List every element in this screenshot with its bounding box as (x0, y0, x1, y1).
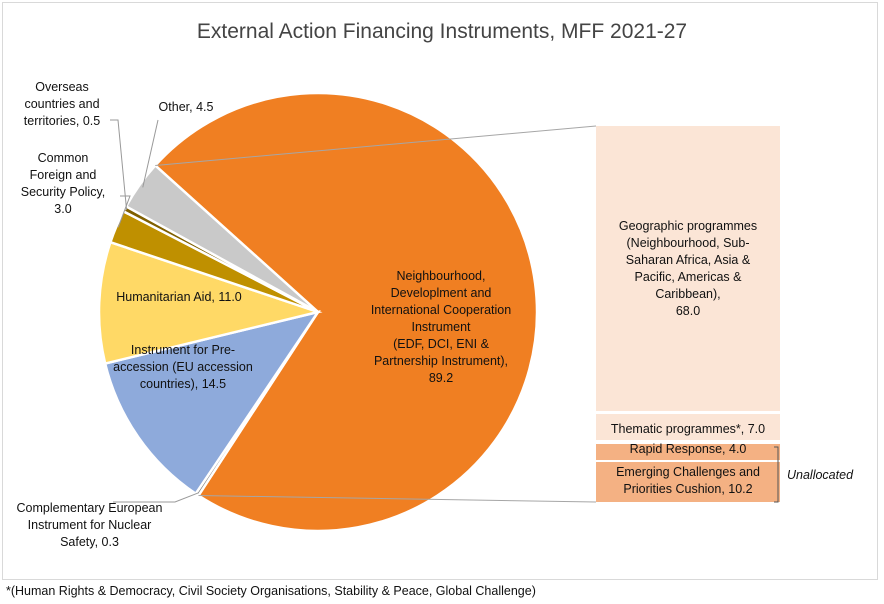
leader-line-nuclear-safety (113, 492, 199, 503)
leader-line-cfsp (117, 195, 131, 228)
slice-pre-accession (103, 310, 321, 496)
breakdown-bar-emerging-challenges (596, 462, 780, 502)
connector-line-bottom (198, 495, 597, 503)
breakdown-bar-geographic (596, 126, 780, 411)
leader-line-other (142, 119, 159, 188)
slice-label-humanitarian-aid: Humanitarian Aid, 11.0 (116, 290, 242, 304)
leader-lines (110, 119, 597, 503)
breakdown-bars (596, 126, 780, 502)
slice-label-ndici: Neighbourhood, Developlment and Internatio… (370, 269, 512, 385)
connector-line-top (155, 125, 597, 166)
unallocated-bracket (774, 446, 779, 503)
breakdown-label-thematic: Thematic programmes*, 7.0 (610, 422, 766, 436)
footnote: *(Human Rights & Democracy, Civil Societ… (6, 584, 536, 598)
unallocated-label: Unallocated (787, 468, 854, 482)
chart-title: External Action Financing Instruments, M… (196, 20, 688, 43)
breakdown-label-geographic: Geographic programmes (Neighbourhood, Sub… (618, 219, 758, 318)
breakdown-label-emerging-challenges: Emerging Challenges and Priorities Cushio… (616, 465, 760, 496)
slice-label-other: Other, 4.5 (158, 100, 214, 114)
leader-line-octs (110, 119, 128, 210)
slice-label-octs: Overseas countries and territories, 0.5 (23, 80, 101, 128)
unallocated-bracket-line (774, 446, 779, 503)
slice-label-pre-accession: Instrument for Pre-accession (EU accessi… (113, 343, 253, 391)
breakdown-label-rapid-response: Rapid Response, 4.0 (629, 442, 747, 456)
breakdown-bar-rapid-response (596, 444, 780, 460)
slice-humanitarian-aid (97, 240, 323, 366)
slice-ndici (153, 91, 539, 533)
pie-slices (97, 91, 539, 533)
slice-label-cfsp: Common Foreign and Security Policy, 3.0 (20, 151, 106, 216)
slice-label-nuclear-safety: Complementary European Instrument for Nuc… (16, 501, 163, 549)
breakdown-bar-thematic (596, 414, 780, 440)
